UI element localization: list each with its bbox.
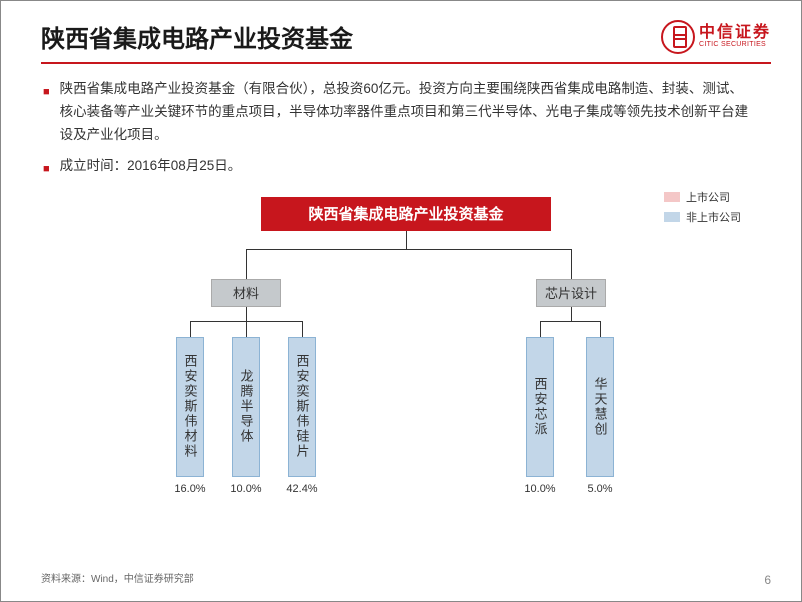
connector-line: [406, 231, 407, 249]
connector-line: [246, 249, 247, 279]
root-node: 陕西省集成电路产业投资基金: [261, 197, 551, 231]
bullet-item: ■ 陕西省集成电路产业投资基金（有限合伙），总投资60亿元。投资方向主要围绕陕西…: [43, 78, 751, 147]
leaf-node: 西安奕斯伟硅片: [288, 337, 316, 477]
leaf-node: 西安奕斯伟材料: [176, 337, 204, 477]
leaf-node: 华天慧创: [586, 337, 614, 477]
slide: 陕西省集成电路产业投资基金 中信证券 CITIC SECURITIES ■ 陕西…: [0, 0, 802, 602]
logo-text: 中信证券 CITIC SECURITIES: [699, 25, 771, 48]
category-node: 芯片设计: [536, 279, 606, 307]
logo-icon: [661, 20, 695, 54]
body: ■ 陕西省集成电路产业投资基金（有限合伙），总投资60亿元。投资方向主要围绕陕西…: [1, 64, 801, 517]
connector-line: [190, 321, 191, 337]
connector-line: [571, 307, 572, 321]
leaf-node: 龙腾半导体: [232, 337, 260, 477]
bullet-text: 成立时间：2016年08月25日。: [60, 155, 242, 178]
percentage-label: 5.0%: [587, 483, 612, 495]
page-title: 陕西省集成电路产业投资基金: [41, 19, 353, 54]
connector-line: [540, 321, 541, 337]
percentage-label: 10.0%: [230, 483, 261, 495]
logo-cn: 中信证券: [699, 25, 771, 41]
category-node: 材料: [211, 279, 281, 307]
percentage-label: 16.0%: [174, 483, 205, 495]
connector-line: [246, 249, 571, 250]
percentage-label: 10.0%: [524, 483, 555, 495]
source-text: 资料来源：Wind，中信证券研究部: [41, 570, 194, 585]
logo: 中信证券 CITIC SECURITIES: [661, 20, 771, 54]
logo-en: CITIC SECURITIES: [699, 41, 771, 48]
connector-line: [540, 321, 600, 322]
leaf-node: 西安芯派: [526, 337, 554, 477]
connector-line: [246, 307, 247, 321]
org-diagram: 陕西省集成电路产业投资基金 材料 芯片设计西安奕斯伟材料 16.0% 龙腾半导体 10.…: [106, 197, 706, 517]
bullet-marker-icon: ■: [43, 160, 50, 179]
bullet-marker-icon: ■: [43, 83, 50, 102]
page-number: 6: [764, 573, 771, 587]
bullet-item: ■ 成立时间：2016年08月25日。: [43, 155, 751, 179]
percentage-label: 42.4%: [286, 483, 317, 495]
connector-line: [246, 321, 247, 337]
bullet-text: 陕西省集成电路产业投资基金（有限合伙），总投资60亿元。投资方向主要围绕陕西省集…: [60, 78, 751, 147]
connector-line: [571, 249, 572, 279]
connector-line: [600, 321, 601, 337]
header: 陕西省集成电路产业投资基金 中信证券 CITIC SECURITIES: [1, 1, 801, 62]
connector-line: [302, 321, 303, 337]
